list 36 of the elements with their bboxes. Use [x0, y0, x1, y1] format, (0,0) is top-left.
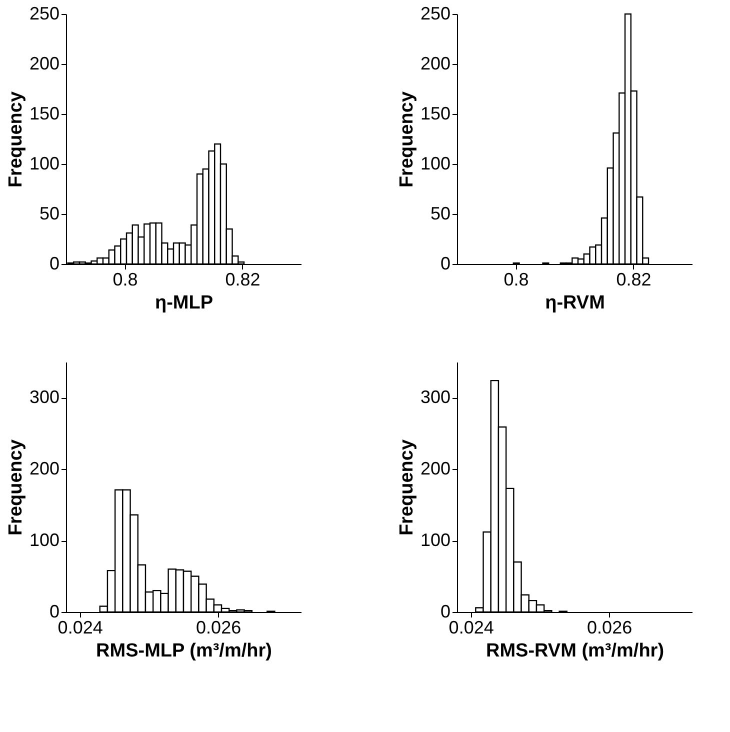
y-tick-label: 200 — [29, 458, 60, 479]
x-tick-label: 0.024 — [448, 618, 494, 638]
y-axis-title: Frequency — [5, 439, 26, 536]
y-tick-label: 0 — [49, 602, 60, 622]
x-tick-label: 0.82 — [616, 270, 652, 290]
y-axis-title: Frequency — [396, 439, 418, 536]
y-tick-label: 50 — [430, 204, 450, 224]
x-axis-title: η-RVM — [545, 292, 605, 314]
y-tick-label: 100 — [29, 530, 60, 550]
y-tick-label: 300 — [29, 387, 60, 408]
y-tick-label: 50 — [39, 204, 60, 224]
y-tick-label: 100 — [420, 154, 450, 174]
y-tick-label: 300 — [420, 387, 450, 408]
y-tick-label: 0 — [49, 254, 60, 274]
y-tick-label: 200 — [420, 54, 450, 74]
y-tick-label: 150 — [29, 104, 60, 124]
y-tick-label: 0 — [440, 602, 450, 622]
y-tick-label: 150 — [420, 104, 450, 124]
x-axis-title: η-MLP — [154, 292, 214, 314]
y-tick-label: 200 — [420, 458, 450, 479]
y-axis-title: Frequency — [5, 91, 26, 188]
y-tick-label: 200 — [29, 54, 60, 74]
x-tick-label: 0.024 — [58, 618, 103, 638]
x-tick-label: 0.82 — [225, 270, 260, 290]
y-tick-label: 250 — [29, 4, 60, 24]
x-tick-label: 0.8 — [504, 270, 529, 290]
y-tick-label: 100 — [420, 530, 450, 550]
x-tick-label: 0.026 — [587, 618, 632, 638]
x-tick-label: 0.8 — [112, 270, 138, 290]
x-axis-title: RMS-MLP (m³/m/hr) — [96, 640, 272, 662]
x-axis-title: RMS-RVM (m³/m/hr) — [486, 640, 664, 662]
y-tick-label: 100 — [29, 154, 60, 174]
x-tick-label: 0.026 — [196, 618, 242, 638]
y-tick-label: 250 — [420, 4, 450, 24]
y-tick-label: 0 — [440, 254, 450, 274]
y-axis-title: Frequency — [396, 91, 418, 188]
